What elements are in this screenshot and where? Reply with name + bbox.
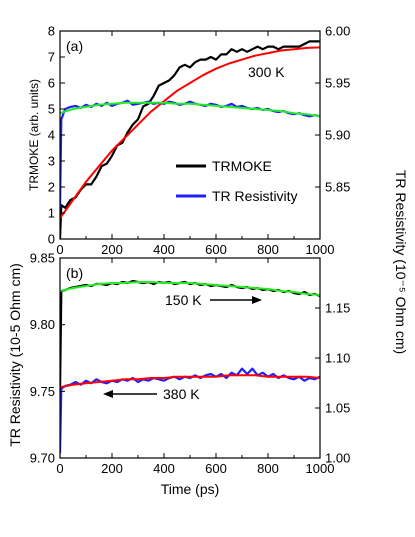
right-y-tick-label: 1.15 (325, 301, 350, 316)
left-y-tick-label: 5 (48, 102, 55, 117)
right-y-tick-label: 5.90 (325, 128, 350, 143)
x-tick-label: 800 (257, 242, 279, 257)
annotation-380k: 380 K (163, 386, 200, 402)
x-tick-label: 800 (257, 461, 279, 476)
panel-b-plot-area (60, 279, 320, 454)
right-y-tick-label: 5.85 (325, 180, 350, 195)
x-tick-label: 1000 (306, 461, 335, 476)
right-y-tick-label: 1.05 (325, 401, 350, 416)
x-tick-label: 0 (56, 242, 63, 257)
right-y-tick-label: 1.00 (325, 451, 350, 466)
right-y-tick-label: 5.95 (325, 76, 350, 91)
panel-b-right-y-ticks: 1.00 1.05 1.10 1.15 (315, 301, 350, 466)
panel-b-left-y-ticks: 9.70 9.75 9.80 9.85 (30, 251, 65, 466)
legend-trmoke-label: TRMOKE (212, 158, 272, 174)
legend: TRMOKE TR Resistivity (176, 158, 298, 204)
x-tick-label: 600 (205, 461, 227, 476)
right-y-tick-label: 6.00 (325, 24, 350, 39)
panel-a-frame (59, 30, 321, 240)
panel-b-series-fit-curve-1 (60, 281, 320, 296)
panel-a-right-y-ticks: 5.85 5.90 5.95 6.00 (315, 24, 350, 195)
left-y-tick-label: 9.75 (30, 384, 55, 399)
left-y-tick-label: 0 (48, 232, 55, 247)
panel-a-series-fit-curve-2 (60, 101, 320, 118)
panel-a-label: (a) (66, 38, 83, 54)
panel-b-frame (59, 257, 321, 459)
x-tick-label: 400 (153, 461, 175, 476)
panel-b-label: (b) (66, 265, 83, 281)
x-tick-label: 200 (101, 461, 123, 476)
panel-b-x-ticks: 0 200 400 600 800 1000 (56, 258, 334, 476)
left-y-tick-label: 3 (48, 154, 55, 169)
arrow-380k-left (103, 390, 157, 398)
panel-a-left-y-ticks: 0 1 2 3 4 5 6 7 8 (48, 24, 65, 247)
left-y-tick-label: 8 (48, 24, 55, 39)
panel-b: 0 200 400 600 800 1000 9.709.759.809.85 1.001… (7, 251, 350, 498)
left-y-tick-label: 4 (48, 128, 55, 143)
left-y-tick-label: 6 (48, 76, 55, 91)
panel-b-left-y-axis-title: TR Resistivity (10-5 Ohm cm) (7, 263, 23, 447)
left-y-tick-label: 9.70 (30, 451, 55, 466)
left-y-tick-label: 9.80 (30, 317, 55, 332)
left-y-tick-label: 1 (48, 206, 55, 221)
left-y-tick-label: 2 (48, 180, 55, 195)
x-tick-label: 1000 (306, 242, 335, 257)
x-tick-label: 400 (153, 242, 175, 257)
panel-a: 0 200 400 600 800 1000 0 1 2 3 4 5 6 7 8 5.85 5.90 5.95… (27, 24, 350, 258)
right-y-tick-label: 1.10 (325, 351, 350, 366)
x-tick-label: 0 (56, 461, 63, 476)
x-axis-title: Time (ps) (161, 481, 220, 497)
annotation-150k: 150 K (165, 292, 202, 308)
left-y-tick-label: 9.85 (30, 251, 55, 266)
x-tick-label: 600 (205, 242, 227, 257)
panel-a-temperature-label: 300 K (248, 64, 285, 80)
panel-b-series-fit-curve-2 (60, 374, 320, 389)
left-y-tick-label: 7 (48, 50, 55, 65)
panel-a-series-fit-curve-1 (60, 46, 320, 219)
panel-a-plot-area (60, 40, 320, 239)
arrow-150k-right (210, 296, 262, 304)
x-tick-label: 200 (101, 242, 123, 257)
right-y-axis-title: TR Resistivity (10⁻⁵ Ohm cm) (393, 170, 409, 354)
panel-a-x-ticks: 0 200 400 600 800 1000 (56, 31, 334, 257)
panel-a-series-trmoke (60, 40, 320, 239)
panel-a-left-y-axis-title: TRMOKE (arb. units) (27, 79, 41, 191)
legend-resistivity-label: TR Resistivity (212, 188, 298, 204)
